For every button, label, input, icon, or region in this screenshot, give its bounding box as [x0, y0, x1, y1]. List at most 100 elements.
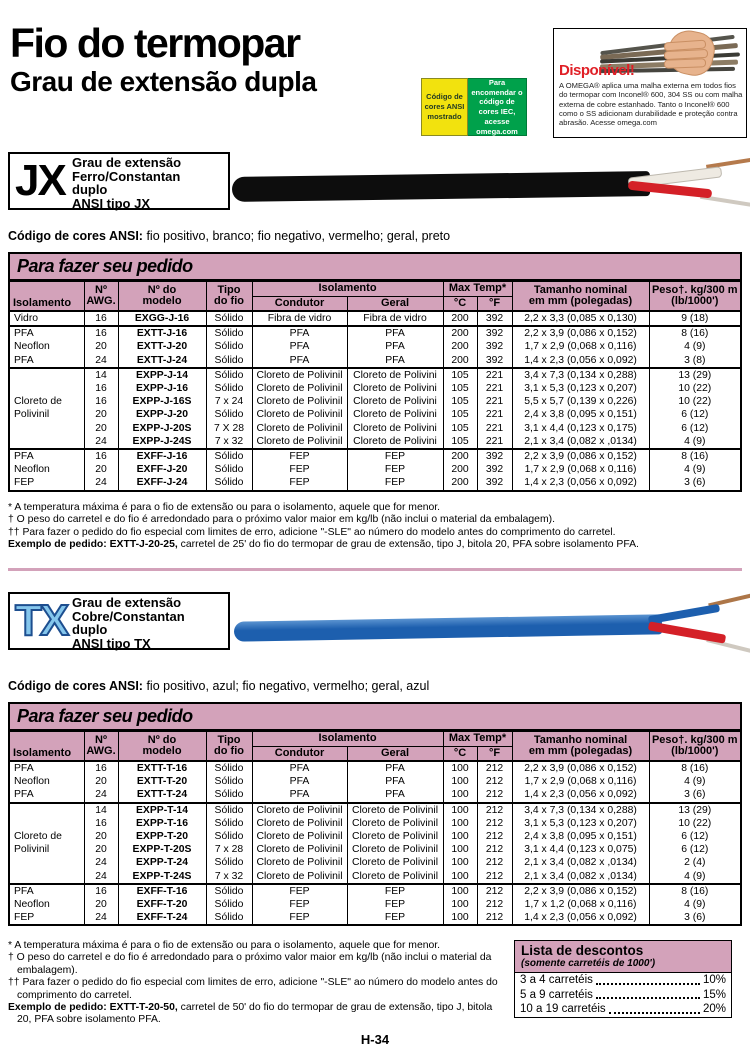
column-header: Max Temp* [442, 281, 513, 297]
cell: 20 [83, 463, 118, 477]
cell: 100 [442, 869, 478, 884]
cell: 8 (16) [648, 448, 741, 464]
cell: 24 [83, 788, 118, 803]
table-body: PFA 16 EXTT-T-16 Sólido PFA PFA 100 212 2,2 x 3,… [10, 759, 741, 925]
footnote: * A temperatura máxima é para o fio de e… [8, 502, 441, 513]
cell: 392 [476, 463, 513, 477]
cell: 2,4 x 3,8 (0,095 x 0,151) [511, 408, 650, 422]
cell: PFA [251, 340, 347, 354]
table-row: Neoflon 20 EXFF-J-20 Sólido FEP FEP 200 392 1,7 … [10, 463, 741, 477]
footnote: † O peso do carretel e do fio é arredond… [8, 514, 555, 526]
cell: Cloreto de Polivinil [251, 395, 347, 409]
page-number: H-34 [360, 1032, 390, 1047]
dotted-leader [595, 997, 700, 999]
cell: 2,2 x 3,9 (0,086 x 0,152) [511, 448, 650, 464]
cell: Cloreto de Polivinil [346, 856, 444, 870]
cell: 221 [476, 408, 513, 422]
discount-list-box: Lista de descontos (somente carretéis de… [514, 940, 732, 1018]
cell: PFA [251, 759, 347, 776]
cell: 16 [83, 759, 118, 776]
cell: 105 [442, 382, 478, 396]
cell: FEP [346, 882, 444, 899]
cell: 100 [442, 759, 478, 776]
cell: 3,1 x 5,3 (0,123 x 0,207) [511, 382, 650, 396]
cell: 1,7 x 2,9 (0,068 x 0,116) [511, 463, 650, 477]
cell: 24 [83, 434, 118, 450]
discount-value: 20% [702, 1003, 726, 1015]
footnote: Exemplo de pedido: EXTT-J-20-25, carrete… [8, 539, 639, 551]
cell: EXTT-T-16 [117, 759, 206, 776]
cell: EXPP-J-20S [117, 421, 206, 435]
jx-type-description: Grau de extensão Ferro/Constantan duplo … [72, 156, 181, 210]
table-body: Vidro 16 EXGG-J-16 Sólido Fibra de vidro Fibr… [10, 309, 741, 490]
cell: 2,1 x 3,4 (0,082 x ,0134) [511, 434, 650, 450]
cell: 6 (12) [648, 408, 741, 422]
tx-heading-line: ANSI tipo TX [72, 635, 151, 651]
tx-heading-line: Grau de extensão [72, 595, 182, 610]
jx-ansi-label: Código de cores ANSI: [8, 229, 143, 243]
dotted-leader [595, 982, 700, 985]
cell: 212 [476, 830, 513, 844]
cell: EXTT-J-16 [117, 325, 206, 341]
available-title: Disponível! [559, 62, 635, 79]
table-row: Cloreto de Polivinil 14 EXPP-T-14 Sólido Clor… [10, 801, 741, 884]
tx-ansi-color-code: Código de cores ANSI: fio positivo, azul… [8, 679, 429, 693]
cell: Cloreto de Polivini [346, 434, 444, 450]
cell: FEP [346, 911, 444, 925]
order-table-title: Para fazer seu pedido [10, 704, 740, 731]
cell: 100 [442, 775, 478, 789]
cell: 212 [476, 843, 513, 857]
cell: FEP [346, 448, 444, 464]
cell: 100 [442, 898, 478, 912]
cell: 8 (16) [648, 759, 741, 776]
table-row: 20 EXPP-J-20S 7 X 28 Cloreto de Polivinil Cl… [10, 421, 741, 435]
page-title: Fio do termopar [10, 20, 301, 66]
column-header: Tamanho nominal em mm (polegadas) [511, 281, 650, 312]
cell: 16 [83, 325, 118, 341]
cell: 20 [83, 843, 118, 857]
tx-type-description: Grau de extensão Cobre/Constantan duplo … [72, 596, 185, 650]
available-callout: Disponível! A OMEGA® aplica uma malha ex… [553, 28, 747, 138]
table-header: Isolamento Nº AWG. Nº do modelo Tipo do fio Iso… [10, 731, 741, 762]
cell-isolamento: Cloreto de Polivinil [10, 801, 84, 884]
tx-order-table-box: Para fazer seu pedido Isolamento Nº AWG. Nº… [8, 702, 742, 927]
table-row: 20 EXPP-T-20 Sólido Cloreto de Polivinil Clo… [10, 830, 741, 844]
tx-heading-line: Cobre/Constantan [72, 608, 185, 624]
header-row: Condutor Geral °C °F [10, 295, 740, 312]
cell: 200 [442, 340, 478, 354]
cell: 2,1 x 3,4 (0,082 x ,0134) [511, 869, 650, 884]
table-row: FEP 24 EXFF-J-24 Sólido FEP FEP 200 392 1,4 x 2,… [10, 476, 741, 490]
cell: 3 (6) [648, 476, 741, 490]
cell: 14 [83, 366, 118, 383]
cell: FEP [346, 898, 444, 912]
cell: Cloreto de Polivini [346, 421, 444, 435]
available-text: A OMEGA® aplica uma malha externa em tod… [559, 81, 743, 127]
cell: Cloreto de Polivinil [346, 830, 444, 844]
cell: 10 (22) [648, 816, 741, 831]
cell: 100 [442, 801, 478, 817]
discount-value: 10% [702, 974, 726, 986]
cell: PFA [251, 353, 347, 368]
cell: 212 [476, 882, 513, 899]
cell: EXTT-J-20 [117, 340, 206, 354]
table-row: Vidro 16 EXGG-J-16 Sólido Fibra de vidro Fibr… [10, 309, 741, 327]
cell: Cloreto de Polivinil [251, 408, 347, 422]
cell: Sólido [205, 775, 252, 789]
cell: 7 x 24 [205, 395, 252, 409]
cell: 7 x 32 [205, 434, 252, 450]
table-row: Neoflon 20 EXTT-J-20 Sólido PFA PFA 200 392 1,7 … [10, 340, 741, 354]
cell: 3,1 x 4,4 (0,123 x 0,075) [511, 843, 650, 857]
table-row: PFA 16 EXFF-T-16 Sólido FEP FEP 100 212 2,2 x 3,… [10, 882, 741, 899]
cell: 16 [83, 309, 118, 327]
cell: 221 [476, 382, 513, 396]
header-row: Isolamento Nº AWG. Nº do modelo Tipo do fio Iso… [10, 281, 741, 312]
cell: Sólido [205, 408, 252, 422]
cell-isolamento: Vidro [10, 309, 84, 327]
cell: 2,2 x 3,9 (0,086 x 0,152) [511, 882, 650, 899]
jx-order-table-box: Para fazer seu pedido Isolamento Nº AWG. Nº… [8, 252, 742, 492]
cell: 392 [476, 340, 513, 354]
cell: Sólido [205, 816, 252, 831]
table-row: 24 EXPP-T-24 Sólido Cloreto de Polivinil Clo… [10, 856, 741, 870]
cell: Cloreto de Polivinil [251, 816, 347, 831]
cell: 212 [476, 775, 513, 789]
